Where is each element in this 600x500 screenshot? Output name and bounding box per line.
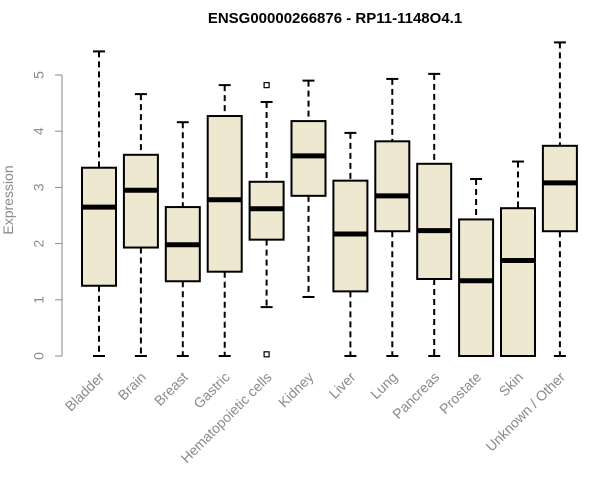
x-category-label: Skin (496, 369, 527, 400)
box-lung (374, 77, 411, 357)
box-iqr (374, 140, 411, 233)
box-kidney (290, 79, 327, 298)
y-tick-label: 2 (31, 239, 47, 247)
box-iqr (206, 115, 243, 273)
box-prostate (458, 177, 495, 357)
box-iqr (290, 120, 327, 197)
y-tick-label: 5 (31, 71, 47, 79)
y-tick-label: 3 (31, 183, 47, 191)
x-category-label: Lung (367, 369, 400, 402)
y-axis-label: Expression (0, 165, 16, 234)
box-iqr (458, 218, 495, 357)
outlier-point (263, 351, 270, 358)
x-category-label: Unknown / Other (482, 369, 568, 455)
x-category-label: Prostate (436, 369, 484, 417)
boxes-group (81, 41, 578, 358)
outlier-point (263, 82, 270, 89)
box-iqr (416, 162, 453, 281)
y-tick-label: 1 (31, 296, 47, 304)
box-brain (122, 93, 159, 357)
box-iqr (500, 207, 536, 357)
box-unknown-other (541, 41, 578, 357)
box-iqr (541, 144, 578, 233)
box-bladder (81, 50, 117, 357)
x-category-label: Brain (115, 369, 149, 403)
x-category-label: Bladder (62, 369, 108, 415)
box-iqr (81, 166, 117, 287)
box-liver (332, 131, 369, 357)
box-hematopoietic-cells (248, 82, 285, 358)
box-gastric (206, 84, 243, 357)
box-skin (500, 160, 536, 357)
box-breast (164, 121, 201, 357)
chart-title: ENSG00000266876 - RP11-1148O4.1 (208, 10, 462, 27)
x-category-label: Pancreas (389, 369, 442, 422)
x-category-label: Breast (151, 369, 191, 409)
box-pancreas (416, 72, 453, 357)
y-tick-label: 0 (31, 352, 47, 360)
x-category-label: Kidney (275, 369, 317, 411)
y-tick-label: 4 (31, 127, 47, 135)
x-category-label: Liver (326, 369, 359, 402)
y-axis: 0 1 2 3 4 5 (31, 71, 63, 360)
box-iqr (122, 153, 159, 249)
